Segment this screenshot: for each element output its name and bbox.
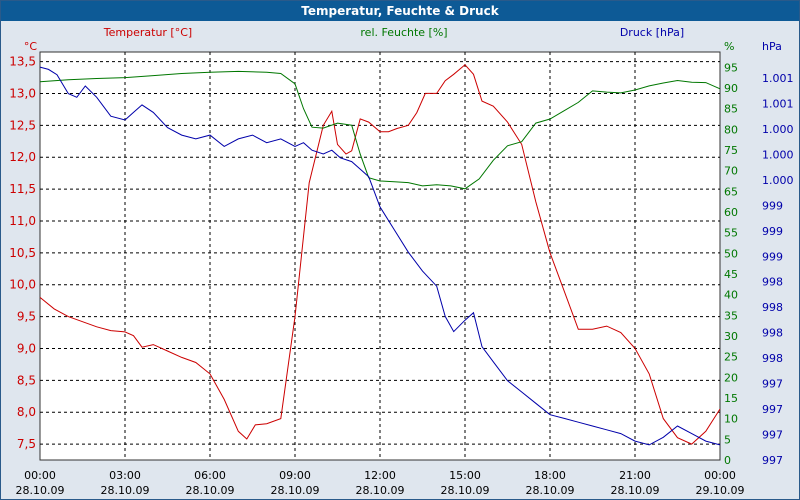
humidity-tick-label: 20 <box>724 371 738 384</box>
temperature-tick-label: 12,5 <box>9 118 36 132</box>
temperature-tick-label: 11,5 <box>9 182 36 196</box>
time-tick-label: 09:00 <box>279 469 311 482</box>
chart-title: Temperatur, Feuchte & Druck <box>1 1 799 21</box>
temperature-tick-label: 11,0 <box>9 214 36 228</box>
time-tick-label: 12:00 <box>364 469 396 482</box>
humidity-tick-label: 80 <box>724 123 738 136</box>
date-tick-label: 28.10.09 <box>101 484 150 497</box>
pressure-axis-title: Druck [hPa] <box>620 26 684 39</box>
pressure-tick-label: 999 <box>762 225 783 238</box>
humidity-tick-label: 0 <box>724 454 731 467</box>
pressure-unit: hPa <box>762 40 782 53</box>
humidity-tick-label: 35 <box>724 309 738 322</box>
pressure-series-line <box>39 66 721 446</box>
temperature-series-line <box>39 64 721 445</box>
temperature-tick-label: 8,5 <box>17 373 36 387</box>
humidity-tick-label: 90 <box>724 82 738 95</box>
pressure-tick-label: 1.001 <box>762 97 794 110</box>
humidity-unit: % <box>724 40 734 53</box>
humidity-tick-label: 55 <box>724 227 738 240</box>
time-tick-label: 00:00 <box>704 469 736 482</box>
pressure-axis: 1.001 1.001 1.000 1.000 1.000 999 999 999 998 998… <box>762 72 794 467</box>
temperature-tick-label: 13,5 <box>9 55 36 69</box>
humidity-tick-label: 75 <box>724 144 738 157</box>
humidity-tick-label: 85 <box>724 103 738 116</box>
temperature-tick-label: 8,0 <box>17 405 36 419</box>
date-tick-label: 28.10.09 <box>16 484 65 497</box>
time-tick-label: 15:00 <box>449 469 481 482</box>
pressure-tick-label: 998 <box>762 276 783 289</box>
humidity-tick-label: 60 <box>724 206 738 219</box>
temperature-tick-label: 7,5 <box>17 437 36 451</box>
pressure-tick-label: 998 <box>762 352 783 365</box>
temperature-tick-label: 9,5 <box>17 310 36 324</box>
time-tick-label: 21:00 <box>619 469 651 482</box>
humidity-series-line <box>39 70 721 190</box>
humidity-tick-label: 40 <box>724 289 738 302</box>
pressure-tick-label: 1.000 <box>762 123 794 136</box>
pressure-tick-label: 999 <box>762 199 783 212</box>
humidity-axis-title: rel. Feuchte [%] <box>360 26 447 39</box>
pressure-tick-label: 1.000 <box>762 148 794 161</box>
time-tick-label: 18:00 <box>534 469 566 482</box>
pressure-tick-label: 1.000 <box>762 174 794 187</box>
pressure-tick-label: 998 <box>762 327 783 340</box>
humidity-tick-label: 95 <box>724 61 738 74</box>
date-tick-label: 28.10.09 <box>186 484 235 497</box>
temperature-tick-label: 9,0 <box>17 341 36 355</box>
date-tick-label: 29.10.09 <box>696 484 745 497</box>
date-tick-label: 28.10.09 <box>526 484 575 497</box>
date-tick-label: 28.10.09 <box>441 484 490 497</box>
time-tick-label: 06:00 <box>194 469 226 482</box>
temperature-tick-label: 12,0 <box>9 150 36 164</box>
series-layer <box>39 64 721 446</box>
pressure-tick-label: 997 <box>762 378 783 391</box>
date-tick-label: 28.10.09 <box>611 484 660 497</box>
time-tick-label: 00:00 <box>24 469 56 482</box>
temperature-tick-label: 13,0 <box>9 86 36 100</box>
humidity-tick-label: 50 <box>724 247 738 260</box>
temperature-axis-title: Temperatur [°C] <box>103 26 192 39</box>
time-tick-label: 03:00 <box>109 469 141 482</box>
pressure-tick-label: 997 <box>762 454 783 467</box>
humidity-tick-label: 15 <box>724 392 738 405</box>
humidity-tick-label: 70 <box>724 165 738 178</box>
temperature-tick-label: 10,0 <box>9 278 36 292</box>
temperature-unit: °C <box>24 40 38 53</box>
humidity-tick-label: 25 <box>724 351 738 364</box>
humidity-tick-label: 65 <box>724 185 738 198</box>
pressure-tick-label: 998 <box>762 301 783 314</box>
temperature-axis: 13,5 13,0 12,5 12,0 11,5 11,0 10,5 10,0 9,5 9,0 8,… <box>9 55 36 452</box>
pressure-tick-label: 999 <box>762 250 783 263</box>
time-axis: 00:00 28.10.09 03:00 28.10.09 06:00 28.10.09 0… <box>16 469 745 497</box>
pressure-tick-label: 997 <box>762 403 783 416</box>
temperature-tick-label: 10,5 <box>9 246 36 260</box>
date-tick-label: 28.10.09 <box>271 484 320 497</box>
humidity-tick-label: 5 <box>724 433 731 446</box>
humidity-tick-label: 45 <box>724 268 738 281</box>
humidity-tick-label: 30 <box>724 330 738 343</box>
pressure-tick-label: 1.001 <box>762 72 794 85</box>
humidity-tick-label: 10 <box>724 413 738 426</box>
pressure-tick-label: 997 <box>762 429 783 442</box>
date-tick-label: 28.10.09 <box>356 484 405 497</box>
